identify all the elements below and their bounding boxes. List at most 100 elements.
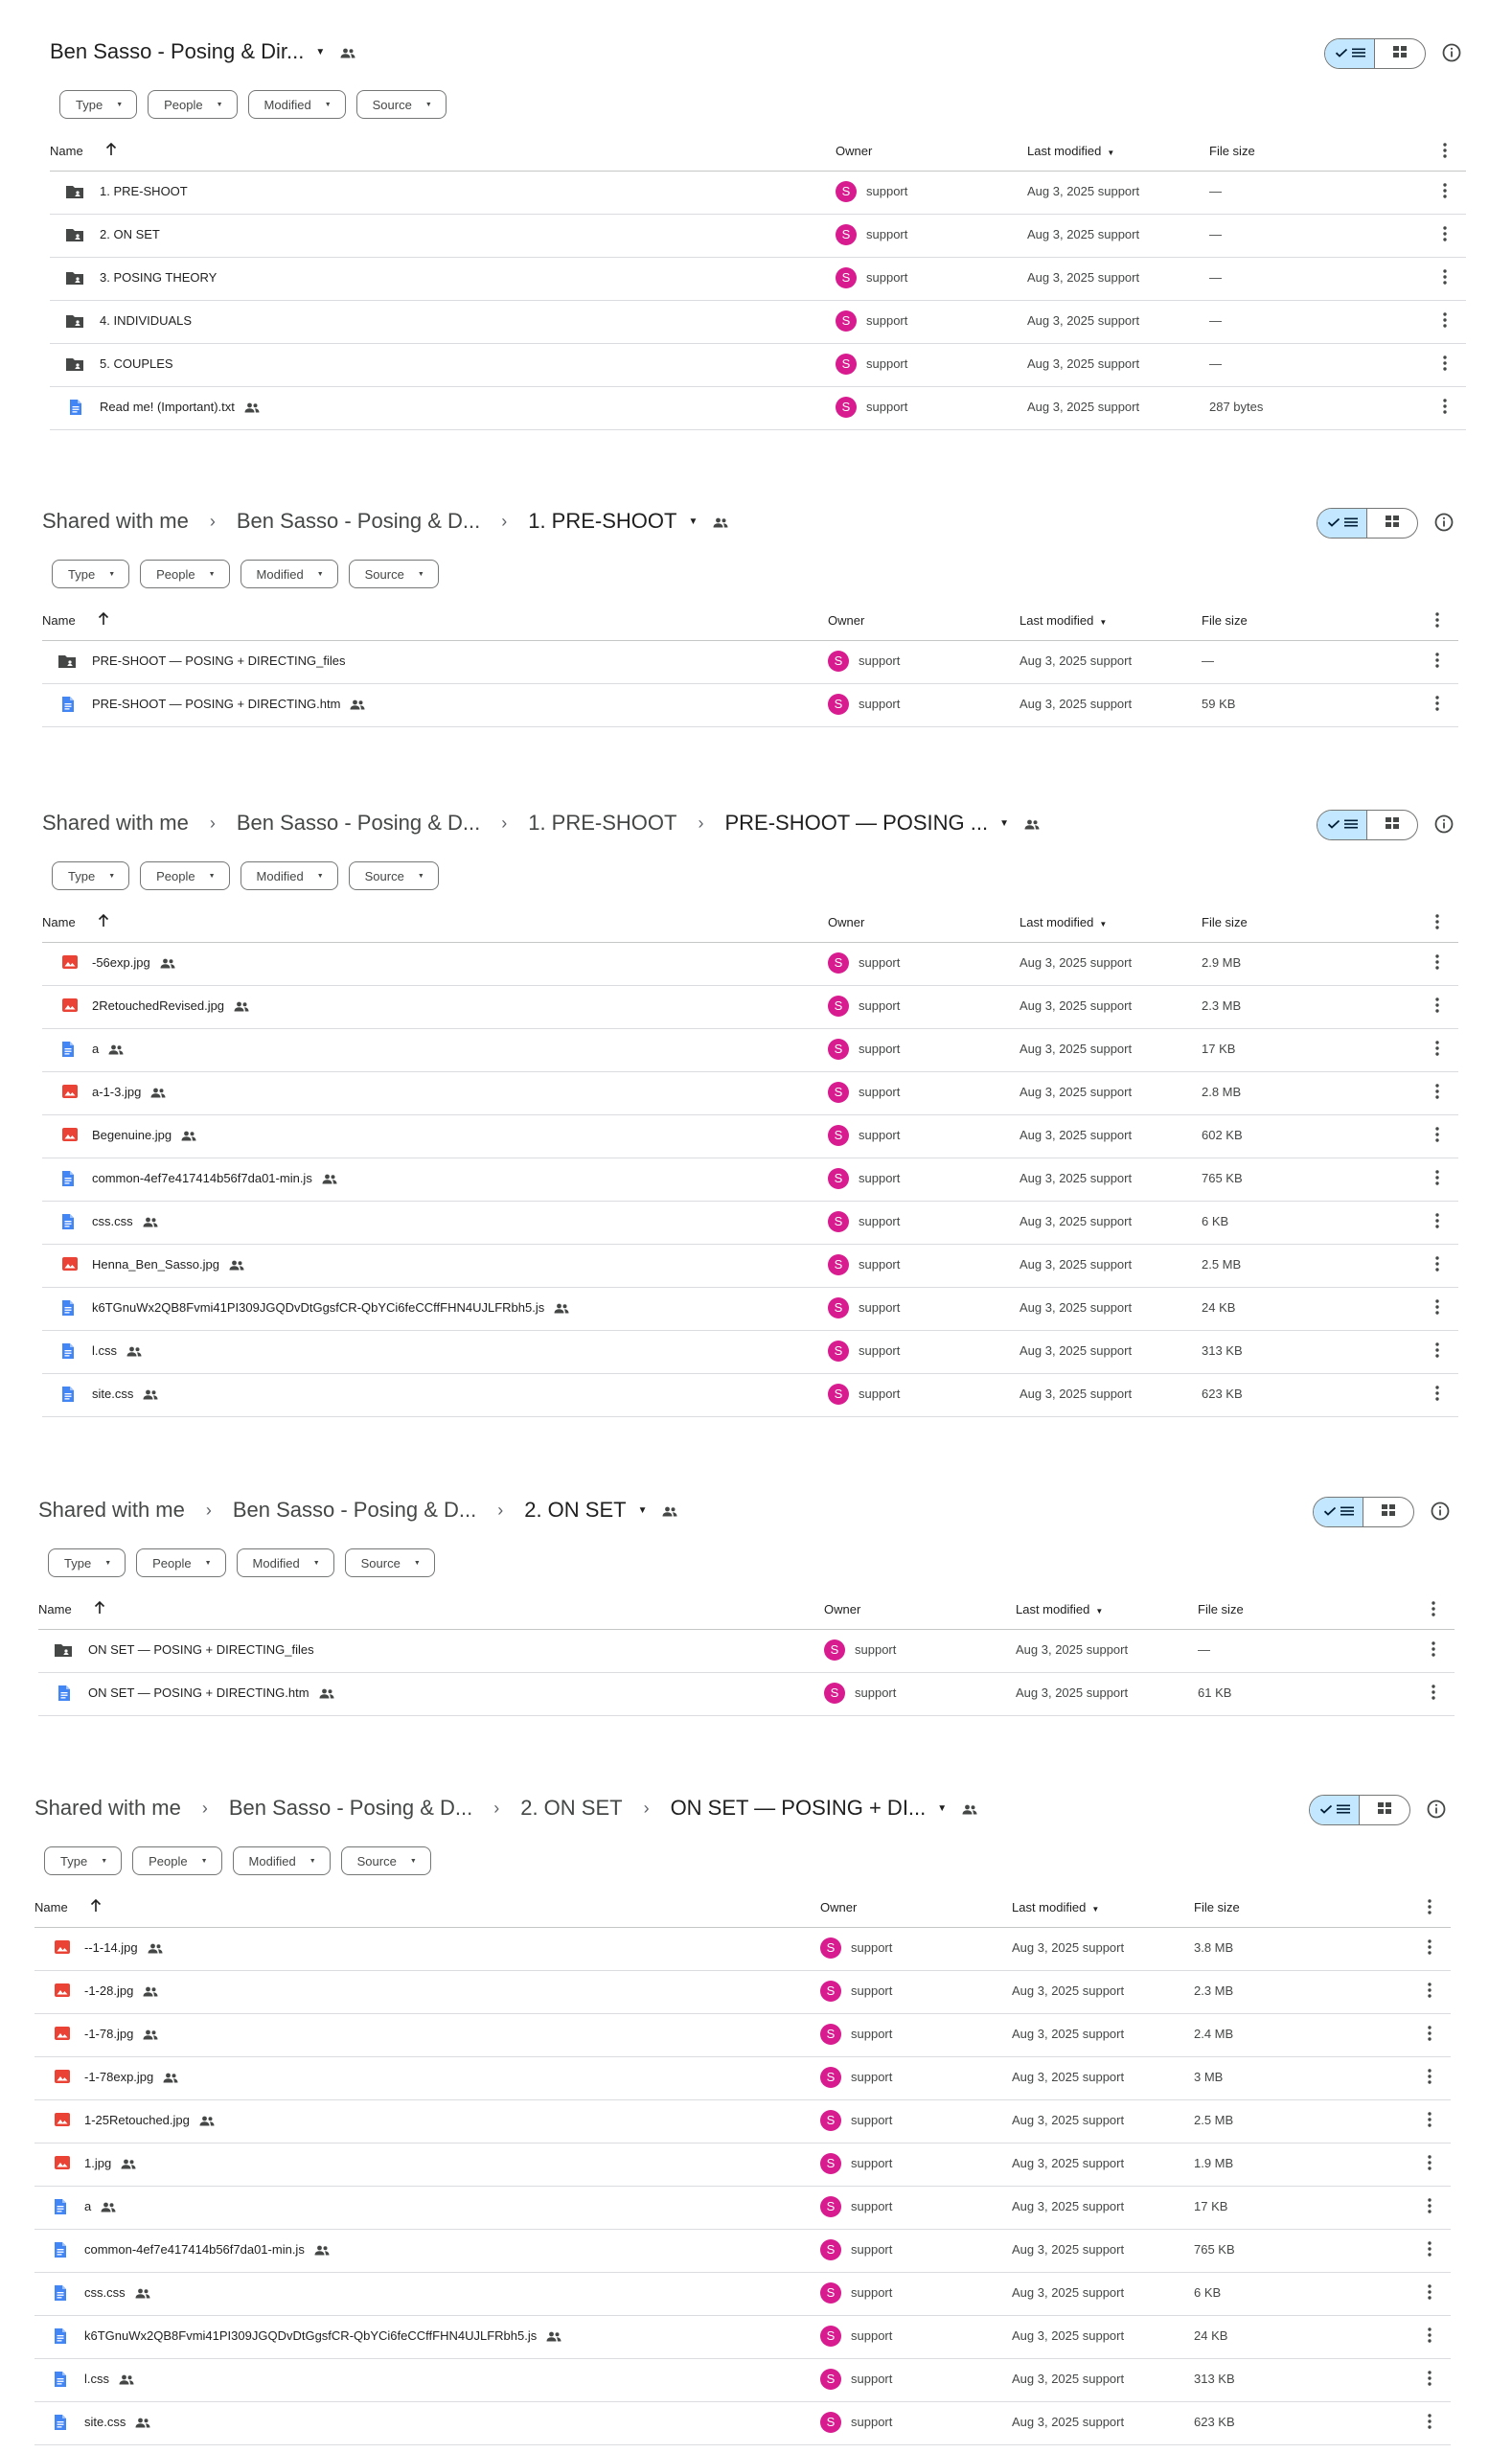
column-modified-header[interactable]: Last modified ▼ <box>1016 1602 1103 1616</box>
info-icon[interactable] <box>1441 42 1462 63</box>
grid-view-button[interactable] <box>1375 39 1425 68</box>
filter-modified-chip[interactable]: Modified ▼ <box>247 90 346 119</box>
row-more-actions-icon[interactable] <box>1428 2154 1432 2171</box>
file-row[interactable]: k6TGnuWx2QB8Fvmi41PI309JGQDvDtGgsfCR-QbY… <box>34 2315 1451 2359</box>
current-folder-title[interactable]: 1. PRE-SHOOT <box>528 509 677 533</box>
row-more-actions-icon[interactable] <box>1443 355 1447 372</box>
list-view-button[interactable] <box>1325 39 1375 68</box>
row-more-actions-icon[interactable] <box>1435 1040 1439 1057</box>
current-folder-title[interactable]: ON SET — POSING + DI... <box>670 1796 927 1820</box>
filter-people-chip[interactable]: People ▼ <box>136 1548 226 1577</box>
row-more-actions-icon[interactable] <box>1443 398 1447 415</box>
file-row[interactable]: k6TGnuWx2QB8Fvmi41PI309JGQDvDtGgsfCR-QbY… <box>42 1287 1458 1331</box>
column-name-header[interactable]: Name <box>34 1900 68 1914</box>
current-folder-title[interactable]: Ben Sasso - Posing & Dir... <box>50 39 305 63</box>
breadcrumb-item[interactable]: Shared with me <box>42 509 189 533</box>
row-more-actions-icon[interactable] <box>1428 2327 1432 2344</box>
row-more-actions-icon[interactable] <box>1432 1684 1435 1701</box>
grid-view-button[interactable] <box>1363 1498 1413 1526</box>
row-more-actions-icon[interactable] <box>1428 2197 1432 2214</box>
row-more-actions-icon[interactable] <box>1435 1341 1439 1359</box>
breadcrumb-item[interactable]: Shared with me <box>42 811 189 835</box>
filter-people-chip[interactable]: People ▼ <box>132 1846 222 1875</box>
info-icon[interactable] <box>1433 512 1455 533</box>
more-options-icon[interactable] <box>1432 1600 1435 1620</box>
breadcrumb-item[interactable]: Shared with me <box>38 1498 185 1522</box>
column-modified-header[interactable]: Last modified ▼ <box>1027 144 1114 158</box>
column-modified-header[interactable]: Last modified ▼ <box>1019 915 1107 929</box>
folder-menu-caret-icon[interactable]: ▼ <box>937 1802 948 1814</box>
column-name-header[interactable]: Name <box>42 915 76 929</box>
breadcrumb-item[interactable]: Ben Sasso - Posing & D... <box>232 1498 477 1522</box>
column-modified-header[interactable]: Last modified ▼ <box>1019 613 1107 628</box>
row-more-actions-icon[interactable] <box>1435 1083 1439 1100</box>
folder-menu-caret-icon[interactable]: ▼ <box>315 46 326 57</box>
sort-ascending-icon[interactable] <box>90 1898 102 1915</box>
current-folder-title[interactable]: 2. ON SET <box>524 1498 627 1522</box>
sort-ascending-icon[interactable] <box>98 913 109 930</box>
list-view-button[interactable] <box>1317 509 1367 538</box>
more-options-icon[interactable] <box>1428 1898 1432 1918</box>
row-more-actions-icon[interactable] <box>1432 1640 1435 1658</box>
filter-source-chip[interactable]: Source ▼ <box>344 1548 435 1577</box>
row-more-actions-icon[interactable] <box>1443 311 1447 329</box>
column-name-header[interactable]: Name <box>42 613 76 628</box>
info-icon[interactable] <box>1433 814 1455 835</box>
filter-source-chip[interactable]: Source ▼ <box>348 560 439 588</box>
filter-people-chip[interactable]: People ▼ <box>140 560 230 588</box>
filter-source-chip[interactable]: Source ▼ <box>340 1846 431 1875</box>
row-more-actions-icon[interactable] <box>1435 1126 1439 1143</box>
filter-type-chip[interactable]: Type ▼ <box>48 1548 126 1577</box>
row-more-actions-icon[interactable] <box>1435 1169 1439 1186</box>
filter-modified-chip[interactable]: Modified ▼ <box>236 1548 334 1577</box>
breadcrumb-item[interactable]: Shared with me <box>34 1796 181 1820</box>
row-more-actions-icon[interactable] <box>1443 182 1447 199</box>
row-more-actions-icon[interactable] <box>1428 2413 1432 2430</box>
filter-type-chip[interactable]: Type ▼ <box>52 560 130 588</box>
sort-ascending-icon[interactable] <box>105 142 117 159</box>
breadcrumb-item[interactable]: Ben Sasso - Posing & D... <box>228 1796 473 1820</box>
row-more-actions-icon[interactable] <box>1443 268 1447 286</box>
grid-view-button[interactable] <box>1360 1796 1409 1824</box>
filter-modified-chip[interactable]: Modified ▼ <box>240 560 338 588</box>
row-more-actions-icon[interactable] <box>1443 225 1447 242</box>
row-more-actions-icon[interactable] <box>1428 2111 1432 2128</box>
row-more-actions-icon[interactable] <box>1428 2025 1432 2042</box>
filter-type-chip[interactable]: Type ▼ <box>52 861 130 890</box>
folder-menu-caret-icon[interactable]: ▼ <box>637 1504 648 1516</box>
folder-menu-caret-icon[interactable]: ▼ <box>999 817 1009 829</box>
row-more-actions-icon[interactable] <box>1435 1212 1439 1229</box>
filter-source-chip[interactable]: Source ▼ <box>355 90 447 119</box>
filter-type-chip[interactable]: Type ▼ <box>59 90 138 119</box>
list-view-button[interactable] <box>1314 1498 1363 1526</box>
grid-view-button[interactable] <box>1367 509 1417 538</box>
list-view-button[interactable] <box>1310 1796 1360 1824</box>
sort-ascending-icon[interactable] <box>98 611 109 629</box>
row-more-actions-icon[interactable] <box>1435 997 1439 1014</box>
row-more-actions-icon[interactable] <box>1435 1298 1439 1316</box>
row-more-actions-icon[interactable] <box>1428 1982 1432 1999</box>
filter-people-chip[interactable]: People ▼ <box>148 90 238 119</box>
sort-ascending-icon[interactable] <box>94 1600 105 1617</box>
